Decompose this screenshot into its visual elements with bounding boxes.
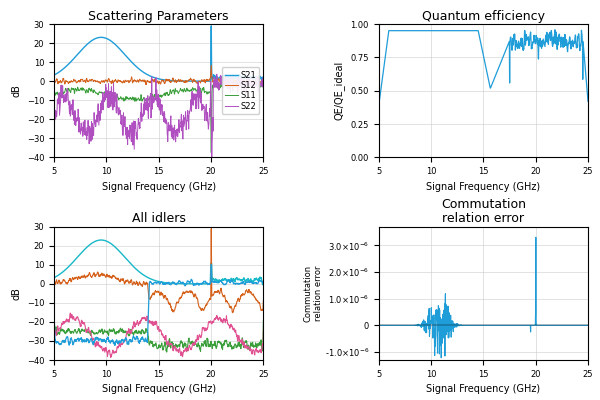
S22 (184, 114, 191, 119)
X-axis label: Signal Frequency (GHz): Signal Frequency (GHz) (426, 182, 541, 192)
Y-axis label: QE/QE_ideal: QE/QE_ideal (334, 61, 345, 120)
S11 (260, 83, 267, 88)
S21 (231, 75, 238, 80)
S11 (208, 150, 215, 155)
S22 (172, 140, 179, 144)
Line: S11: S11 (54, 82, 263, 152)
Title: All idlers: All idlers (132, 212, 185, 226)
Line: S12: S12 (54, 65, 263, 84)
X-axis label: Signal Frequency (GHz): Signal Frequency (GHz) (101, 182, 216, 192)
Title: Commutation
relation error: Commutation relation error (441, 198, 526, 226)
S22 (231, 81, 238, 86)
S12 (50, 79, 58, 84)
Line: S22: S22 (54, 74, 263, 157)
S21 (208, 24, 215, 28)
Legend: S21, S12, S11, S22: S21, S12, S11, S22 (222, 68, 259, 114)
Y-axis label: dB: dB (11, 84, 21, 97)
S12 (172, 80, 179, 84)
S22 (208, 155, 215, 160)
S11 (63, 89, 70, 94)
S11 (184, 88, 191, 93)
S12 (143, 82, 150, 87)
S21 (178, 78, 185, 83)
S21 (210, 76, 217, 80)
S21 (172, 78, 179, 83)
Y-axis label: dB: dB (11, 287, 21, 300)
Title: Quantum efficiency: Quantum efficiency (422, 10, 545, 23)
S21 (184, 79, 191, 84)
S22 (63, 98, 70, 103)
S22 (50, 98, 58, 102)
Line: S21: S21 (54, 26, 263, 81)
S22 (260, 78, 267, 83)
S12 (184, 79, 191, 84)
S11 (209, 84, 217, 89)
S12 (208, 63, 215, 68)
S12 (63, 79, 70, 84)
S11 (178, 88, 185, 92)
S12 (178, 79, 185, 84)
X-axis label: Signal Frequency (GHz): Signal Frequency (GHz) (101, 384, 216, 394)
S21 (207, 79, 214, 84)
S11 (50, 82, 58, 86)
S22 (213, 72, 220, 77)
S12 (210, 79, 217, 84)
S12 (231, 79, 238, 84)
Y-axis label: Commutation
relation error: Commutation relation error (304, 265, 323, 322)
S21 (50, 73, 58, 78)
S11 (212, 79, 219, 84)
S21 (63, 63, 70, 68)
Title: Scattering Parameters: Scattering Parameters (88, 10, 229, 23)
S11 (231, 85, 238, 90)
X-axis label: Signal Frequency (GHz): Signal Frequency (GHz) (426, 384, 541, 394)
S21 (260, 76, 267, 81)
S12 (260, 78, 267, 83)
S11 (172, 87, 179, 92)
S22 (209, 129, 217, 134)
S22 (178, 115, 185, 120)
